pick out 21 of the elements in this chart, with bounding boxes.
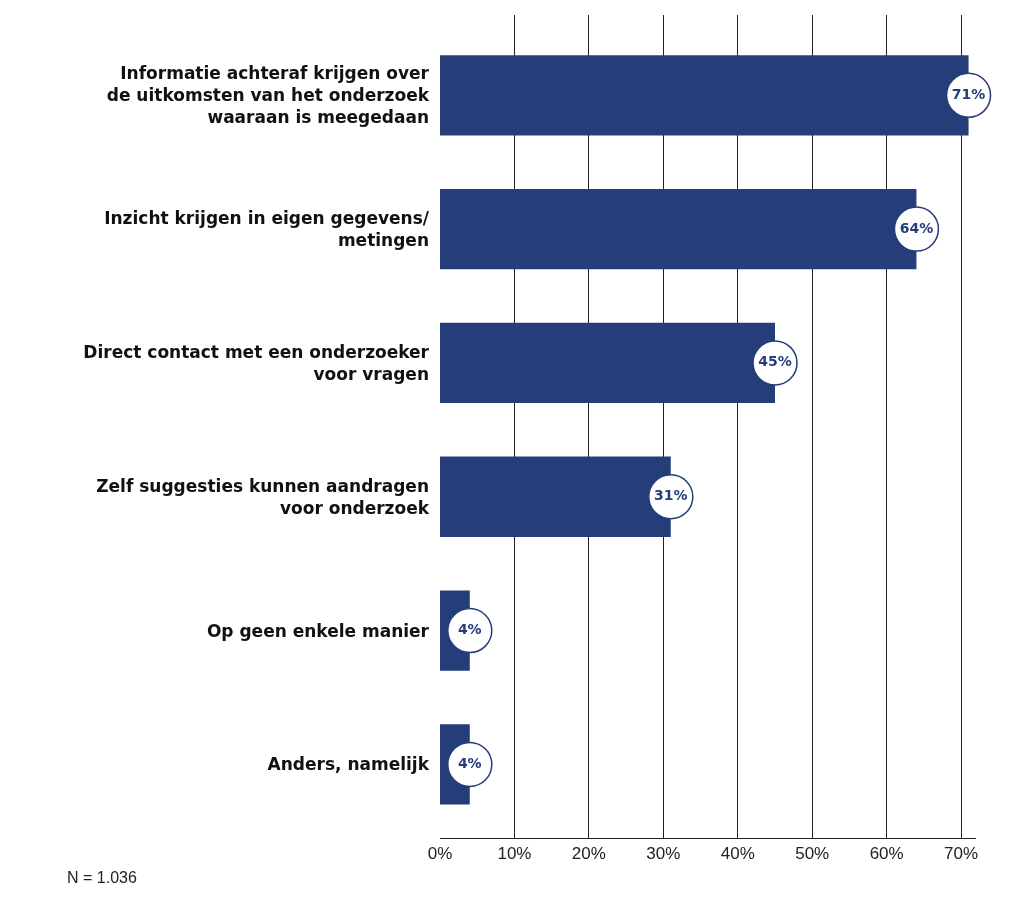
x-tick-label: 40% xyxy=(720,844,755,864)
x-tick-label: 50% xyxy=(795,844,830,864)
y-tick-label: Inzicht krijgen in eigen gegevens/metingen xyxy=(104,208,430,251)
x-tick-label: 60% xyxy=(869,844,904,864)
data-label: 4% xyxy=(457,754,482,771)
y-tick-label: Anders, namelijk xyxy=(267,754,430,775)
y-tick-label: Zelf suggesties kunnen aandragen voor onderzoek xyxy=(96,475,430,518)
data-label: 45% xyxy=(758,353,792,370)
x-tick-label: 30% xyxy=(646,844,681,864)
y-tick-label: Direct contact met een onderzoeker voor vragen xyxy=(83,341,430,384)
text: N = 1.036 xyxy=(67,869,137,886)
x-tick-label: 0% xyxy=(427,844,453,864)
data-label: 71% xyxy=(951,85,986,102)
data-label: 4% xyxy=(457,621,482,638)
x-tick-label: 10% xyxy=(497,844,532,864)
x-tick-label: 70% xyxy=(944,844,979,864)
data-label: 31% xyxy=(654,487,688,504)
y-tick-label: Op geen enkele manier xyxy=(206,620,430,641)
x-tick-label: 20% xyxy=(571,844,606,864)
y-tick-label: Informatie achteraf krijgen over de uitkomsten van het onderzoek waaraan is meegedaan xyxy=(106,63,430,128)
data-label: 64% xyxy=(899,219,934,236)
